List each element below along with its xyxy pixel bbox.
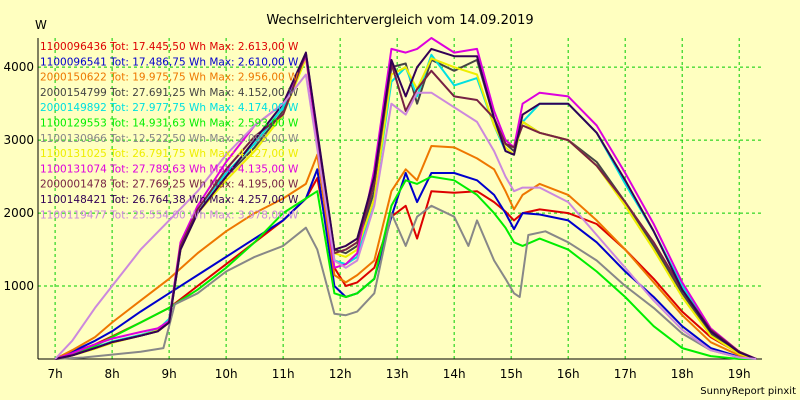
series-line-6 [55,204,757,360]
series-line-0 [54,177,757,360]
y-axis-label: W [35,18,47,32]
x-tick-label: 9h [161,367,176,381]
series-layer [54,37,757,360]
legend-entry-8: 1100131074 Tot: 27.789,63 Wh Max: 4.135,… [40,163,299,175]
legend-entry-9: 2000001478 Tot: 27.769,25 Wh Max: 4.195,… [40,179,299,191]
y-tick-label: 2000 [3,206,34,220]
x-tick-label: 17h [614,367,637,381]
legend-entry-1: 1100096541 Tot: 17.486,75 Wh Max: 2.610,… [40,56,299,68]
x-tick-label: 18h [671,367,694,381]
axis-layer: 7h 8h 9h 10h 11h 12h 13h 14h 15h 16h 17h 18h 19h 1000… [3,38,762,381]
x-tick-label: 15h [500,367,523,381]
x-tick-label: 14h [443,367,466,381]
legend: 1100096436 Tot: 17.445,50 Wh Max: 2.613,… [40,41,299,221]
x-tick-label: 12h [329,367,352,381]
legend-entry-11: 1100119477 Tot: 25.554,00 Wh Max: 3.978,… [40,209,299,221]
legend-entry-2: 2000150622 Tot: 19.975,75 Wh Max: 2.956,… [40,72,299,84]
x-tick-label: 11h [272,367,295,381]
x-tick-label: 10h [215,367,238,381]
y-tick-label: 1000 [3,279,34,293]
y-tick-label: 4000 [3,60,34,74]
x-tick-label: 13h [386,367,409,381]
legend-entry-10: 1100148421 Tot: 26.764,38 Wh Max: 4.257,… [40,194,299,206]
legend-entry-3: 2000154799 Tot: 27.691,25 Wh Max: 4.152,… [40,87,299,99]
series-line-10 [54,47,757,360]
series-line-2 [54,145,757,360]
x-tick-label: 16h [557,367,580,381]
x-tick-label: 19h [728,367,751,381]
x-tick-label: 8h [104,367,119,381]
series-line-5 [54,175,757,360]
y-tick-label: 3000 [3,133,34,147]
legend-entry-7: 1100131025 Tot: 26.791,75 Wh Max: 4.127,… [40,148,299,160]
x-tick-label: 7h [47,367,62,381]
series-line-11 [54,73,757,360]
credit-text: SunnyReport pinxit [700,386,796,397]
chart-title: Wechselrichtervergleich vom 14.09.2019 [266,13,533,28]
legend-entry-5: 1100129553 Tot: 14.931,63 Wh Max: 2.593,… [40,118,299,130]
legend-entry-4: 2000149892 Tot: 27.977,75 Wh Max: 4.174,… [40,102,299,114]
series-line-1 [54,168,757,360]
legend-entry-0: 1100096436 Tot: 17.445,50 Wh Max: 2.613,… [40,41,299,53]
legend-entry-6: 1100130966 Tot: 12.522,50 Wh Max: 2.095,… [40,133,299,145]
series-line-8 [54,37,757,360]
